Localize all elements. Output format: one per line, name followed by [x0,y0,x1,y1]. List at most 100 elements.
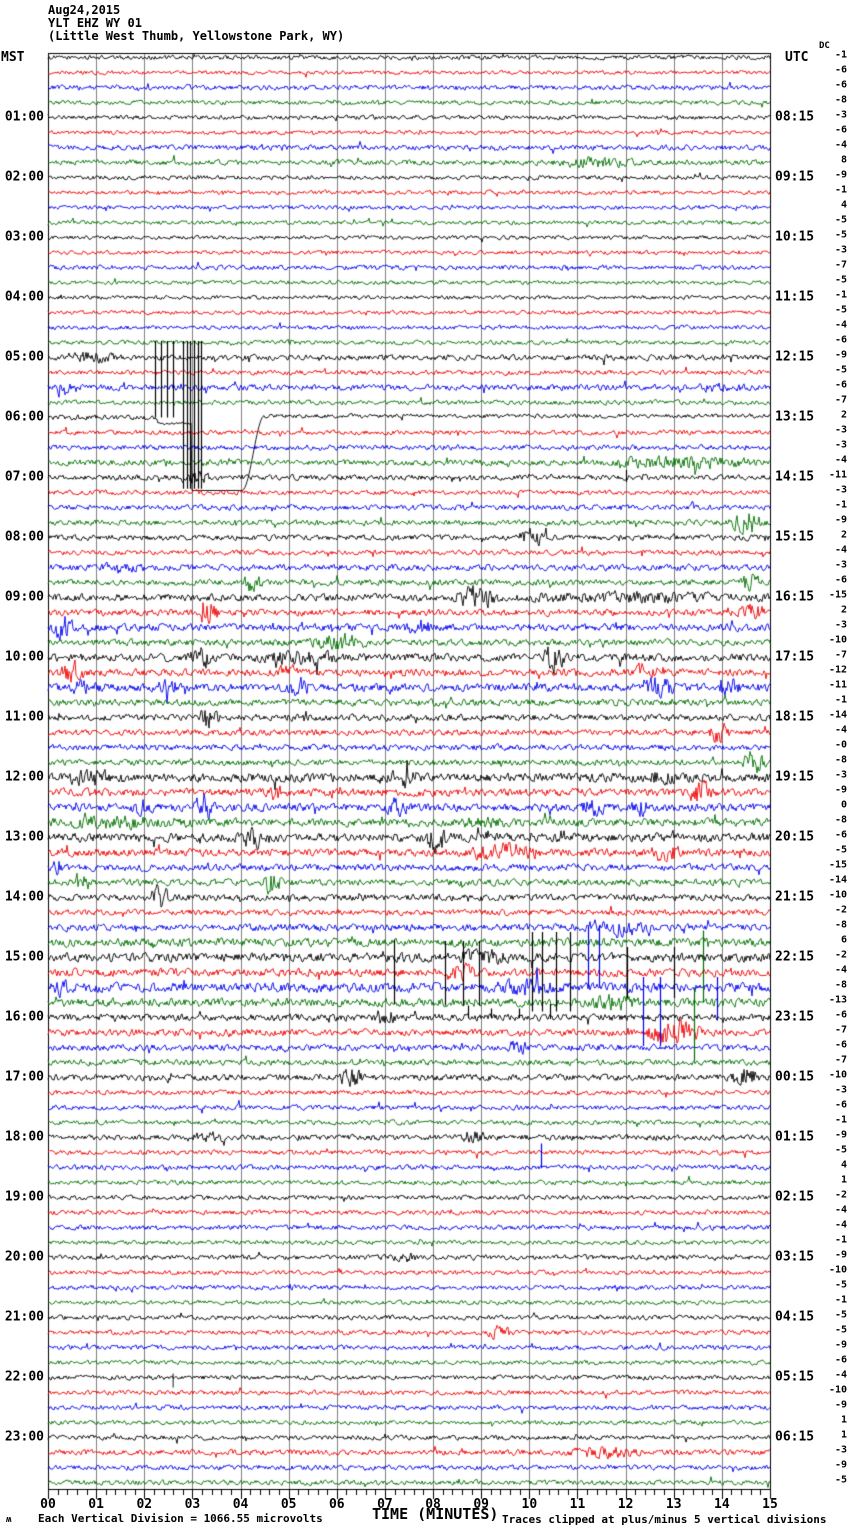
dc-value: 2 [840,529,847,540]
dc-value: -4 [834,1219,847,1230]
dc-value: -7 [834,649,847,660]
hour-label-mst: 09:00 [4,589,44,604]
dc-value: -4 [834,319,847,330]
scale-note: Each Vertical Division = 1066.55 microvo… [38,1512,323,1525]
dc-value: -8 [834,919,847,930]
dc-value: -6 [834,334,847,345]
dc-value: -9 [834,1129,847,1140]
dc-value: -3 [834,619,847,630]
hour-label-utc: 14:15 [775,469,815,484]
dc-value: -10 [828,1384,847,1395]
hour-label-utc: 04:15 [775,1309,815,1324]
dc-value: -5 [834,274,847,285]
dc-value: -1 [834,1114,847,1125]
dc-value: -5 [834,1474,847,1485]
dc-value: -5 [834,304,847,315]
dc-value: -14 [828,709,847,720]
dc-value: -10 [828,634,847,645]
utc-axis-label: UTC [785,50,809,65]
dc-value: -3 [834,1084,847,1095]
dc-value: 4 [840,199,847,210]
hour-label-mst: 23:00 [4,1429,44,1444]
dc-value: 6 [840,934,847,945]
dc-value: -5 [834,214,847,225]
dc-value: -1 [834,1294,847,1305]
hour-label-utc: 17:15 [775,649,815,664]
dc-value: 1 [840,1414,847,1425]
hour-label-utc: 15:15 [775,529,815,544]
hour-label-utc: 12:15 [775,349,815,364]
dc-value: -7 [834,1054,847,1065]
dc-value: -9 [834,1399,847,1410]
hour-label-utc: 10:15 [775,229,815,244]
dc-value: -6 [834,1039,847,1050]
dc-value: -10 [828,1069,847,1080]
hour-label-utc: 08:15 [775,109,815,124]
x-tick-label: 14 [714,1497,730,1512]
station-location: (Little West Thumb, Yellowstone Park, WY… [48,29,345,43]
dc-value: -4 [834,454,847,465]
dc-value: 1 [840,1429,847,1440]
dc-value: -8 [834,94,847,105]
x-tick-label: 13 [665,1497,682,1512]
dc-value: -6 [834,1354,847,1365]
dc-value: -8 [834,979,847,990]
hour-label-mst: 11:00 [4,709,44,724]
dc-value: -1 [834,184,847,195]
hour-label-mst: 08:00 [4,529,44,544]
dc-value: 0 [840,799,847,810]
dc-value: 2 [840,604,847,615]
hour-label-mst: 22:00 [4,1369,44,1384]
dc-value: -5 [834,1309,847,1320]
dc-value: -3 [834,439,847,450]
hour-label-utc: 03:15 [775,1249,815,1264]
x-tick-label: 11 [569,1497,586,1512]
hour-label-mst: 12:00 [4,769,44,784]
dc-value: -3 [834,1444,847,1455]
dc-value: -8 [834,814,847,825]
dc-value: -5 [834,1144,847,1155]
dc-value: -1 [834,49,847,60]
dc-value: -9 [834,1459,847,1470]
dc-value: -11 [828,679,847,690]
dc-value: 8 [840,154,847,165]
dc-value: -15 [828,859,847,870]
dc-value: -2 [834,949,847,960]
dc-value: -4 [834,1204,847,1215]
dc-value: -3 [834,769,847,780]
dc-value: -1 [834,289,847,300]
x-tick-label: 10 [521,1497,538,1512]
x-tick-label: 01 [88,1497,104,1512]
dc-value: -9 [834,1339,847,1350]
title-date: Aug24,2015 [48,3,121,17]
hour-label-utc: 16:15 [775,589,815,604]
dc-value: -6 [834,574,847,585]
dc-value: -10 [828,1264,847,1275]
dc-value: -3 [834,559,847,570]
dc-value: -7 [834,259,847,270]
dc-value: -9 [834,1249,847,1260]
hour-label-mst: 07:00 [4,469,44,484]
dc-value: -4 [834,1369,847,1380]
hour-label-utc: 00:15 [775,1069,815,1084]
dc-value: -6 [834,379,847,390]
x-tick-label: 12 [617,1497,634,1512]
hour-label-mst: 16:00 [4,1009,44,1024]
x-tick-label: 09 [473,1497,490,1512]
hour-label-mst: 17:00 [4,1069,44,1084]
hour-label-mst: 20:00 [4,1249,44,1264]
dc-value: -11 [828,469,847,480]
hour-label-utc: 09:15 [775,169,815,184]
x-tick-label: 02 [136,1497,153,1512]
dc-value: -1 [834,694,847,705]
hour-label-mst: 03:00 [4,229,44,244]
hour-label-utc: 11:15 [775,289,815,304]
dc-value: -14 [828,874,847,885]
dc-value: -4 [834,964,847,975]
dc-value: -3 [834,244,847,255]
hour-label-utc: 23:15 [775,1009,815,1024]
dc-value: -5 [834,364,847,375]
dc-axis-label: DC [819,41,830,51]
dc-value: -5 [834,844,847,855]
